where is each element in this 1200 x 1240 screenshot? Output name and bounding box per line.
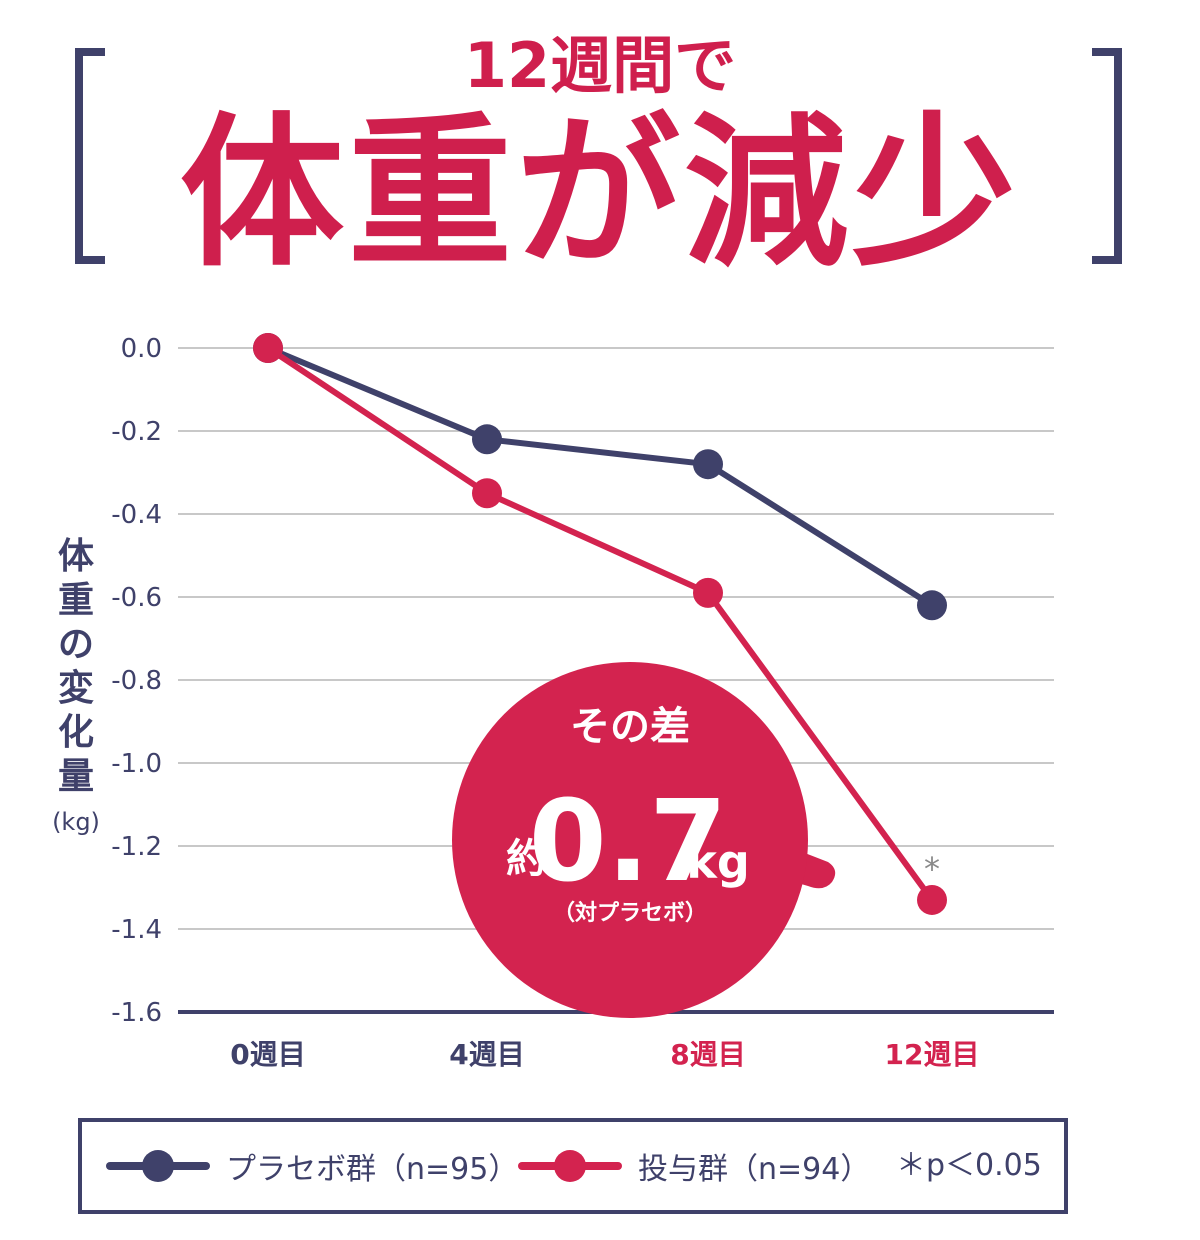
x-tick-labels: 0週目 4週目 8週目 12週目 xyxy=(230,1038,979,1071)
callout-value: 0.7 xyxy=(529,777,727,907)
y-axis-label-char: 量 xyxy=(57,756,94,797)
series-line-treatment xyxy=(266,345,935,902)
y-tick-labels: 0.0 -0.2 -0.4 -0.6 -0.8 -1.0 -1.2 -1.4 -1.6 xyxy=(111,334,162,1028)
significance-note: ＊p＜0.05 xyxy=(896,1148,1042,1183)
series-line-placebo xyxy=(266,345,934,608)
difference-callout: その差 約 0.7 kg （対プラセボ） xyxy=(452,662,836,1018)
legend-line-treatment xyxy=(518,1150,622,1182)
y-axis-label-text: 体重の変化量 xyxy=(46,535,106,799)
right-bracket xyxy=(1092,48,1122,264)
y-tick-label: -1.0 xyxy=(111,749,162,779)
legend-marker-placebo xyxy=(142,1150,174,1182)
legend: プラセボ群（n=95） 投与群（n=94） ＊p＜0.05 xyxy=(78,1118,1068,1214)
y-axis-label-char: 変 xyxy=(57,668,94,709)
legend-label-placebo: プラセボ群（n=95） xyxy=(226,1152,519,1187)
x-tick-label: 12週目 xyxy=(885,1038,980,1071)
data-point-treatment xyxy=(693,577,723,608)
y-tick-label: -0.6 xyxy=(111,583,162,613)
callout-line1: その差 xyxy=(570,704,690,750)
significance-marker: * xyxy=(924,850,940,888)
y-tick-label: -1.4 xyxy=(111,915,162,945)
callout-note: （対プラセボ） xyxy=(553,901,707,926)
data-point-placebo xyxy=(472,424,502,455)
y-tick-label: -0.2 xyxy=(111,417,162,447)
x-tick-label: 8週目 xyxy=(670,1038,745,1071)
y-axis-label-char: の xyxy=(57,624,94,665)
y-tick-label: -0.8 xyxy=(111,666,162,696)
y-tick-label: -0.4 xyxy=(111,500,162,530)
callout-unit: kg xyxy=(686,835,750,889)
y-axis-label: 体重の変化量 (kg) xyxy=(46,535,106,839)
y-axis-label-char: 体 xyxy=(57,536,94,577)
y-axis-label-char: 重 xyxy=(57,580,94,621)
data-point-placebo xyxy=(693,449,723,480)
data-point-treatment xyxy=(917,884,947,915)
data-point-treatment xyxy=(253,333,283,363)
callout-circle xyxy=(452,662,808,1018)
legend-line-placebo xyxy=(106,1150,210,1182)
x-tick-label: 4週目 xyxy=(449,1038,524,1071)
series-lines xyxy=(266,345,935,902)
header-subtitle: 12週間で xyxy=(463,29,737,102)
x-tick-label: 0週目 xyxy=(230,1038,305,1071)
y-axis-unit: (kg) xyxy=(52,808,100,836)
legend-marker-treatment xyxy=(554,1150,586,1182)
y-tick-label: -1.6 xyxy=(111,998,162,1028)
data-point-placebo xyxy=(917,590,947,621)
line-chart: 0.0 -0.2 -0.4 -0.6 -0.8 -1.0 -1.2 -1.4 -1.6 0週目 4… xyxy=(111,333,1054,1071)
header-title: 体重が減少 xyxy=(179,98,1020,289)
series-points xyxy=(253,333,947,915)
legend-item-treatment: 投与群（n=94） xyxy=(518,1122,870,1210)
y-tick-label: 0.0 xyxy=(121,334,162,364)
y-axis-label-char: 化 xyxy=(57,712,94,753)
callout-prefix: 約 xyxy=(506,836,546,882)
data-point-treatment xyxy=(472,478,502,509)
legend-item-placebo: プラセボ群（n=95） xyxy=(106,1122,518,1210)
y-tick-label: -1.2 xyxy=(111,832,162,862)
left-bracket xyxy=(75,48,105,264)
legend-label-treatment: 投与群（n=94） xyxy=(638,1152,871,1187)
